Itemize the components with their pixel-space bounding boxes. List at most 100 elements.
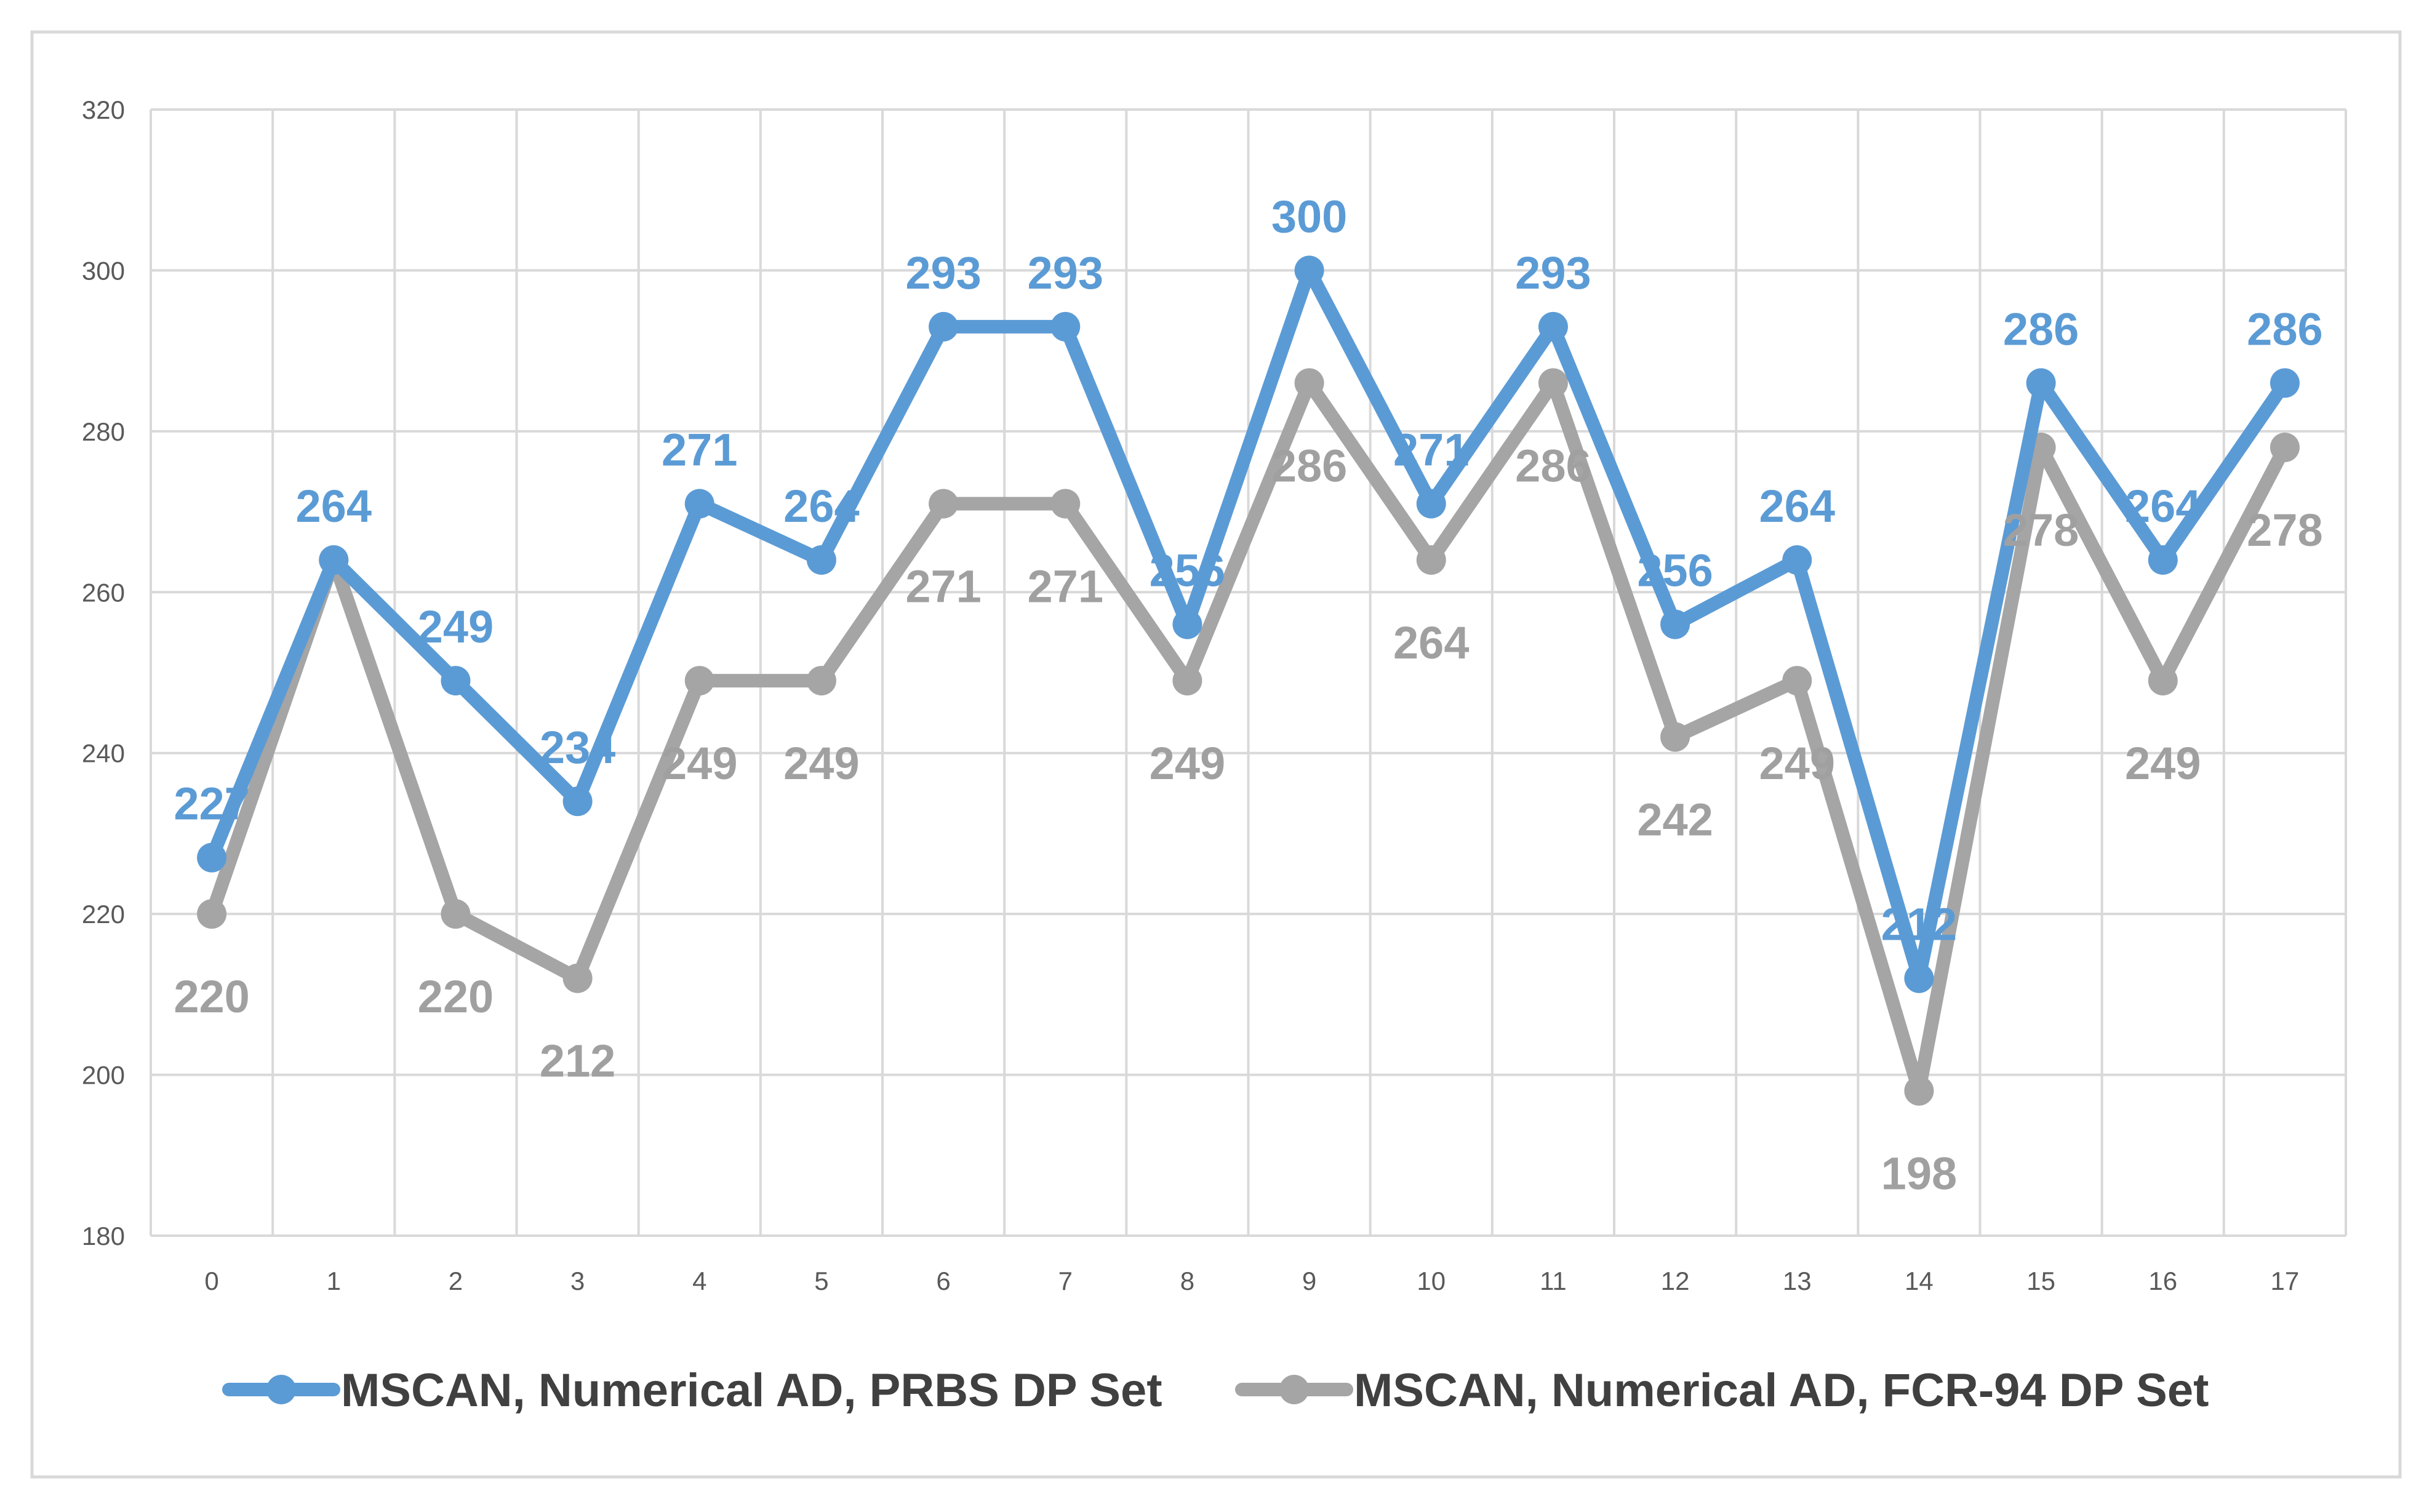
data-point xyxy=(2026,368,2056,398)
data-point xyxy=(1050,311,1081,342)
data-point xyxy=(2148,545,2178,575)
data-point xyxy=(2270,368,2300,398)
data-label: 264 xyxy=(296,481,372,532)
data-label: 256 xyxy=(1637,545,1713,596)
x-tick-label: 7 xyxy=(1058,1266,1073,1295)
data-label: 249 xyxy=(783,738,859,789)
x-tick-label: 3 xyxy=(570,1266,585,1295)
x-tick-label: 4 xyxy=(692,1266,706,1295)
legend-label: MSCAN, Numerical AD, PRBS DP Set xyxy=(341,1364,1162,1417)
data-point xyxy=(197,842,227,873)
data-label: 271 xyxy=(1028,561,1103,612)
data-point xyxy=(1538,368,1568,398)
data-point xyxy=(1782,666,1812,696)
x-tick-label: 12 xyxy=(1661,1266,1690,1295)
data-label: 249 xyxy=(2125,738,2201,789)
y-tick-label: 320 xyxy=(82,95,125,124)
data-label: 212 xyxy=(540,1036,615,1087)
y-tick-label: 180 xyxy=(82,1222,125,1250)
data-label: 249 xyxy=(1150,738,1225,789)
data-label: 220 xyxy=(418,971,494,1022)
data-point xyxy=(1904,963,1934,993)
legend: MSCAN, Numerical AD, PRBS DP Set MSCAN, N… xyxy=(222,1364,2209,1417)
data-label: 286 xyxy=(2247,303,2322,354)
data-label: 234 xyxy=(540,722,615,773)
data-point xyxy=(929,489,959,519)
y-tick-label: 240 xyxy=(82,739,125,768)
data-label: 264 xyxy=(1759,481,1835,532)
data-point xyxy=(806,545,836,575)
data-point xyxy=(929,311,959,342)
data-label: 249 xyxy=(418,601,494,652)
data-label: 220 xyxy=(174,971,249,1022)
data-label: 264 xyxy=(783,481,859,532)
data-label: 278 xyxy=(2003,505,2079,556)
data-point xyxy=(1172,666,1202,696)
x-tick-label: 11 xyxy=(1540,1266,1567,1295)
y-tick-label: 260 xyxy=(82,578,125,607)
data-label: 271 xyxy=(905,561,981,612)
data-point xyxy=(562,786,593,817)
x-tick-label: 15 xyxy=(2026,1266,2055,1295)
data-point xyxy=(1538,311,1568,342)
data-point xyxy=(2270,433,2300,462)
y-tick-label: 300 xyxy=(82,256,125,285)
legend-label: MSCAN, Numerical AD, FCR-94 DP Set xyxy=(1354,1364,2209,1417)
data-point xyxy=(1294,368,1324,398)
legend-swatch-marker xyxy=(1279,1375,1309,1404)
data-label: 286 xyxy=(1271,440,1347,491)
data-point xyxy=(806,666,836,696)
data-label: 212 xyxy=(1881,899,1957,950)
y-tick-label: 220 xyxy=(82,900,125,929)
y-tick-label: 280 xyxy=(82,417,125,446)
data-label: 293 xyxy=(1028,247,1103,298)
x-tick-label: 13 xyxy=(1783,1266,1812,1295)
x-tick-label: 2 xyxy=(449,1266,463,1295)
data-label: 249 xyxy=(662,738,737,789)
x-tick-label: 10 xyxy=(1417,1266,1446,1295)
x-tick-label: 9 xyxy=(1302,1266,1316,1295)
data-label: 264 xyxy=(1393,617,1469,668)
data-label: 293 xyxy=(905,247,981,298)
series-line xyxy=(205,263,2292,985)
data-label: 293 xyxy=(1515,247,1591,298)
data-point xyxy=(1660,609,1690,639)
data-point xyxy=(1660,722,1690,752)
data-label: 242 xyxy=(1637,794,1713,846)
data-point xyxy=(441,666,471,696)
data-point xyxy=(441,899,471,929)
data-label: 249 xyxy=(1759,738,1835,789)
data-point xyxy=(197,899,227,929)
x-tick-label: 1 xyxy=(327,1266,341,1295)
y-tick-label: 200 xyxy=(82,1061,125,1090)
x-tick-label: 16 xyxy=(2148,1266,2177,1295)
data-point xyxy=(1416,545,1446,575)
data-point xyxy=(1294,255,1324,286)
x-tick-label: 0 xyxy=(204,1266,218,1295)
data-point xyxy=(319,545,349,575)
x-tick-label: 6 xyxy=(936,1266,950,1295)
data-label: 256 xyxy=(1150,545,1225,596)
data-point xyxy=(1050,489,1081,519)
data-point xyxy=(684,666,714,696)
data-point xyxy=(684,489,714,519)
data-label: 271 xyxy=(662,425,737,476)
data-label: 264 xyxy=(2125,481,2201,532)
data-label: 271 xyxy=(1393,425,1469,476)
data-point xyxy=(2148,666,2178,696)
data-point xyxy=(1904,1076,1934,1106)
data-point xyxy=(1416,489,1446,519)
x-tick-label: 14 xyxy=(1905,1266,1934,1295)
data-label: 198 xyxy=(1881,1148,1957,1199)
x-tick-label: 8 xyxy=(1180,1266,1194,1295)
data-label: 286 xyxy=(2003,303,2079,354)
x-tick-label: 5 xyxy=(814,1266,828,1295)
legend-swatch-marker xyxy=(266,1375,296,1404)
data-label: 300 xyxy=(1271,191,1347,242)
data-point xyxy=(1172,609,1202,639)
gridlines xyxy=(150,108,2347,1237)
series-lines xyxy=(197,255,2300,1106)
